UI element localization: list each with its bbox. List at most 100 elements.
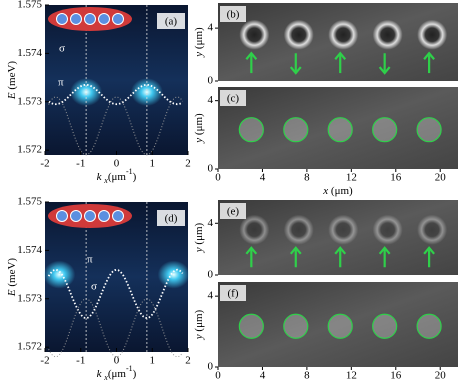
pillar-blob <box>239 117 264 142</box>
mode-label: σ <box>59 43 65 55</box>
panel-label-bg <box>220 285 246 301</box>
label-part: ) <box>133 368 137 380</box>
label-part: (μm) <box>193 113 205 135</box>
x-tick-label: 8 <box>304 370 310 381</box>
pillar-blob <box>372 314 397 339</box>
microscope-image <box>218 87 458 169</box>
panel-label-bg <box>220 6 246 22</box>
x-tick-label: -2 <box>40 158 49 170</box>
y-tick-label: 4 <box>208 22 214 34</box>
spin-arrow-head <box>423 51 435 60</box>
band-curve <box>47 268 184 320</box>
x-tick-label: 0 <box>114 355 120 367</box>
x-tick-label: 2 <box>185 355 191 367</box>
x-tick-label: 0 <box>215 370 221 381</box>
label-part: (μm) <box>193 27 205 49</box>
chain-pillar <box>84 210 96 222</box>
axis-title: k x(μm-1) <box>97 167 137 185</box>
panel-label-bg <box>220 203 246 219</box>
panel-label: (c) <box>227 93 240 105</box>
label-part: (μm) <box>193 309 205 331</box>
label-part: E <box>6 92 18 100</box>
x-tick-label: 16 <box>390 370 402 381</box>
label-part: x <box>103 373 108 381</box>
label-part: (μm) <box>331 185 353 197</box>
y-tick-label: 1.572 <box>17 144 42 156</box>
label-part: (μm <box>108 171 127 183</box>
label-part: ) <box>133 171 137 183</box>
x-tick-label: 8 <box>304 172 310 184</box>
ring-mode <box>328 214 359 245</box>
microscope-image <box>218 282 458 367</box>
mode-label: σ <box>91 281 97 293</box>
chain-pillar <box>70 13 82 25</box>
pillar-blob <box>417 314 442 339</box>
y-tick-label: 4 <box>208 217 214 229</box>
pillar-outline <box>327 117 353 143</box>
panel-label: (f) <box>228 288 239 300</box>
pillar-outline <box>372 117 398 143</box>
ring-mode <box>283 19 314 50</box>
label-part: k <box>97 368 103 380</box>
axis-title: y (μm) <box>193 27 205 58</box>
emission-blob <box>130 78 163 107</box>
x-tick-label: 1 <box>150 355 156 367</box>
x-tick-label: -1 <box>76 355 85 367</box>
panel-label-bg <box>220 90 246 106</box>
panel-label: (d) <box>165 213 178 225</box>
label-part: y <box>193 334 205 340</box>
spin-arrow-head <box>334 51 347 60</box>
mode-label: π <box>87 254 93 266</box>
pillar-outline <box>372 313 398 339</box>
chain-pillar <box>98 210 110 222</box>
spin-arrow-head <box>423 246 435 255</box>
y-tick-label: 1.575 <box>17 196 42 208</box>
panel-label-bg <box>157 13 185 29</box>
label-part: (meV) <box>6 61 18 90</box>
pillar-blob <box>283 314 308 339</box>
pillar-outline <box>238 117 264 143</box>
pillar-outline <box>416 117 442 143</box>
pillar-blob <box>283 117 308 142</box>
y-tick-label: 1.572 <box>17 341 42 353</box>
x-tick-label: 0 <box>114 158 120 170</box>
chain-pillar <box>56 210 68 222</box>
pillar-outline <box>238 313 264 339</box>
chain-pillar <box>84 13 96 25</box>
x-tick-label: 20 <box>435 172 447 184</box>
panel-label: (e) <box>227 206 240 218</box>
x-tick-label: 16 <box>390 172 402 184</box>
x-tick-label: 4 <box>260 172 266 184</box>
chain-pillar <box>70 210 82 222</box>
pillar-outline <box>327 313 353 339</box>
x-tick-label: 20 <box>435 370 447 381</box>
y-tick-label: 0 <box>208 361 214 373</box>
panel-label: (b) <box>227 9 240 21</box>
panel-label-bg <box>157 210 185 226</box>
axis-title: E (meV) <box>6 61 18 101</box>
ring-mode <box>328 19 359 50</box>
label-part: k <box>97 171 103 183</box>
pillar-outline <box>283 313 309 339</box>
axis-title: y (μm) <box>193 309 205 340</box>
spin-arrow-head <box>289 246 302 255</box>
x-tick-label: 1 <box>150 158 156 170</box>
label-part: (meV) <box>6 258 18 287</box>
y-tick-label: 1.575 <box>17 0 42 11</box>
axis-title: E (meV) <box>6 258 18 298</box>
axis-title: y (μm) <box>193 113 205 144</box>
chain-pillar <box>98 13 110 25</box>
panel-label: (a) <box>165 16 178 28</box>
ring-mode <box>372 19 403 50</box>
y-tick-label: 1.574 <box>17 244 42 256</box>
emission-blob <box>43 260 76 289</box>
spectrum-image <box>45 5 188 155</box>
pillar-blob <box>372 117 397 142</box>
y-tick-label: 0 <box>208 163 214 175</box>
y-tick-label: 4 <box>208 94 214 106</box>
y-tick-label: 0 <box>208 269 214 281</box>
spin-arrow-head <box>245 246 258 255</box>
y-tick-label: 0 <box>208 75 214 87</box>
axis-title: y (μm) <box>193 222 205 253</box>
label-part: x <box>103 176 108 185</box>
